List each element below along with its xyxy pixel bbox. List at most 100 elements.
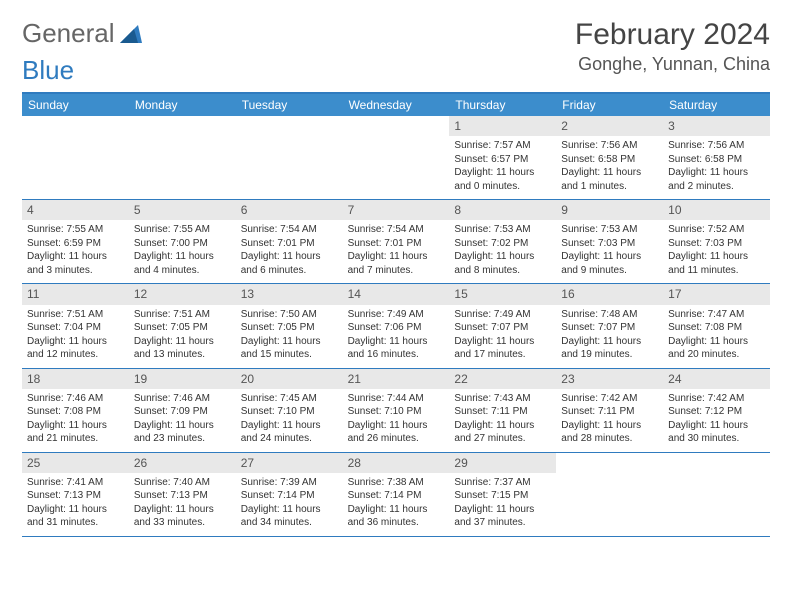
sunrise-line: Sunrise: 7:37 AM	[454, 476, 551, 490]
day-number	[663, 453, 770, 457]
daylight-line: Daylight: 11 hours and 28 minutes.	[561, 419, 658, 446]
day-cell: 25Sunrise: 7:41 AMSunset: 7:13 PMDayligh…	[22, 453, 129, 536]
week-row: 1Sunrise: 7:57 AMSunset: 6:57 PMDaylight…	[22, 116, 770, 200]
day-cell: 9Sunrise: 7:53 AMSunset: 7:03 PMDaylight…	[556, 200, 663, 283]
day-cell: 29 Sunrise: 7:37 AMSunset: 7:15 PMDayligh…	[449, 453, 556, 536]
sunset-line: Sunset: 7:01 PM	[348, 237, 445, 251]
sunrise-line: Sunrise: 7:54 AM	[241, 223, 338, 237]
day-number: 14	[343, 284, 450, 304]
calendar: SundayMondayTuesdayWednesdayThursdayFrid…	[22, 92, 770, 537]
daylight-line: Daylight: 11 hours and 36 minutes.	[348, 503, 445, 530]
sunset-line: Sunset: 6:58 PM	[668, 153, 765, 167]
day-cell: 2Sunrise: 7:56 AMSunset: 6:58 PMDaylight…	[556, 116, 663, 199]
sunset-line: Sunset: 7:03 PM	[561, 237, 658, 251]
sunset-line: Sunset: 7:08 PM	[27, 405, 124, 419]
day-number	[343, 116, 450, 120]
day-cell: 13Sunrise: 7:50 AMSunset: 7:05 PMDayligh…	[236, 284, 343, 367]
sunset-line: Sunset: 7:11 PM	[454, 405, 551, 419]
sunset-line: Sunset: 6:58 PM	[561, 153, 658, 167]
logo: General	[22, 18, 145, 49]
day-number: 26	[129, 453, 236, 473]
daylight-line: Daylight: 11 hours and 15 minutes.	[241, 335, 338, 362]
sunset-line: Sunset: 7:05 PM	[134, 321, 231, 335]
day-number: 7	[343, 200, 450, 220]
sunrise-line: Sunrise: 7:38 AM	[348, 476, 445, 490]
day-cell: 8Sunrise: 7:53 AMSunset: 7:02 PMDaylight…	[449, 200, 556, 283]
day-cell: 18Sunrise: 7:46 AMSunset: 7:08 PMDayligh…	[22, 369, 129, 452]
day-number	[556, 453, 663, 457]
sunset-line: Sunset: 6:59 PM	[27, 237, 124, 251]
day-cell: 4Sunrise: 7:55 AMSunset: 6:59 PMDaylight…	[22, 200, 129, 283]
daylight-line: Daylight: 11 hours and 21 minutes.	[27, 419, 124, 446]
sunset-line: Sunset: 7:12 PM	[668, 405, 765, 419]
sunset-line: Sunset: 7:09 PM	[134, 405, 231, 419]
day-number: 18	[22, 369, 129, 389]
day-number: 25	[22, 453, 129, 473]
daylight-line: Daylight: 11 hours and 17 minutes.	[454, 335, 551, 362]
day-number: 8	[449, 200, 556, 220]
day-cell: 28Sunrise: 7:38 AMSunset: 7:14 PMDayligh…	[343, 453, 450, 536]
day-cell: 20Sunrise: 7:45 AMSunset: 7:10 PMDayligh…	[236, 369, 343, 452]
daylight-line: Daylight: 11 hours and 23 minutes.	[134, 419, 231, 446]
daylight-line: Daylight: 11 hours and 27 minutes.	[454, 419, 551, 446]
daylight-line: Daylight: 11 hours and 24 minutes.	[241, 419, 338, 446]
day-cell: 14Sunrise: 7:49 AMSunset: 7:06 PMDayligh…	[343, 284, 450, 367]
month-title: February 2024	[575, 18, 770, 52]
day-number: 27	[236, 453, 343, 473]
sunset-line: Sunset: 7:15 PM	[454, 489, 551, 503]
day-cell	[22, 116, 129, 199]
day-number: 21	[343, 369, 450, 389]
sunrise-line: Sunrise: 7:55 AM	[134, 223, 231, 237]
daylight-line: Daylight: 11 hours and 26 minutes.	[348, 419, 445, 446]
dow-cell: Monday	[129, 94, 236, 116]
day-cell: 7Sunrise: 7:54 AMSunset: 7:01 PMDaylight…	[343, 200, 450, 283]
daylight-line: Daylight: 11 hours and 0 minutes.	[454, 166, 551, 193]
day-number: 5	[129, 200, 236, 220]
day-cell	[129, 116, 236, 199]
sunrise-line: Sunrise: 7:42 AM	[561, 392, 658, 406]
daylight-line: Daylight: 11 hours and 30 minutes.	[668, 419, 765, 446]
sunrise-line: Sunrise: 7:49 AM	[454, 308, 551, 322]
daylight-line: Daylight: 11 hours and 33 minutes.	[134, 503, 231, 530]
dow-cell: Sunday	[22, 94, 129, 116]
daylight-line: Daylight: 11 hours and 34 minutes.	[241, 503, 338, 530]
daylight-line: Daylight: 11 hours and 6 minutes.	[241, 250, 338, 277]
daylight-line: Daylight: 11 hours and 7 minutes.	[348, 250, 445, 277]
day-number: 15	[449, 284, 556, 304]
day-cell: 21Sunrise: 7:44 AMSunset: 7:10 PMDayligh…	[343, 369, 450, 452]
days-of-week-header: SundayMondayTuesdayWednesdayThursdayFrid…	[22, 94, 770, 116]
sunrise-line: Sunrise: 7:44 AM	[348, 392, 445, 406]
logo-text-general: General	[22, 18, 115, 49]
sunrise-line: Sunrise: 7:40 AM	[134, 476, 231, 490]
day-number: 12	[129, 284, 236, 304]
sunrise-line: Sunrise: 7:47 AM	[668, 308, 765, 322]
sunset-line: Sunset: 6:57 PM	[454, 153, 551, 167]
daylight-line: Daylight: 11 hours and 37 minutes.	[454, 503, 551, 530]
day-number: 29	[449, 453, 556, 473]
daylight-line: Daylight: 11 hours and 1 minutes.	[561, 166, 658, 193]
sunset-line: Sunset: 7:13 PM	[27, 489, 124, 503]
day-number: 16	[556, 284, 663, 304]
day-cell: 5Sunrise: 7:55 AMSunset: 7:00 PMDaylight…	[129, 200, 236, 283]
sunset-line: Sunset: 7:00 PM	[134, 237, 231, 251]
day-number: 17	[663, 284, 770, 304]
day-number: 2	[556, 116, 663, 136]
day-number	[129, 116, 236, 120]
sunset-line: Sunset: 7:10 PM	[241, 405, 338, 419]
dow-cell: Thursday	[449, 94, 556, 116]
sunrise-line: Sunrise: 7:51 AM	[134, 308, 231, 322]
daylight-line: Daylight: 11 hours and 19 minutes.	[561, 335, 658, 362]
sunrise-line: Sunrise: 7:51 AM	[27, 308, 124, 322]
daylight-line: Daylight: 11 hours and 9 minutes.	[561, 250, 658, 277]
sunset-line: Sunset: 7:11 PM	[561, 405, 658, 419]
sunrise-line: Sunrise: 7:45 AM	[241, 392, 338, 406]
dow-cell: Wednesday	[343, 94, 450, 116]
day-cell: 10Sunrise: 7:52 AMSunset: 7:03 PMDayligh…	[663, 200, 770, 283]
logo-triangle-icon	[120, 25, 142, 43]
sunset-line: Sunset: 7:13 PM	[134, 489, 231, 503]
daylight-line: Daylight: 11 hours and 12 minutes.	[27, 335, 124, 362]
sunrise-line: Sunrise: 7:41 AM	[27, 476, 124, 490]
day-cell: 17Sunrise: 7:47 AMSunset: 7:08 PMDayligh…	[663, 284, 770, 367]
day-number: 3	[663, 116, 770, 136]
sunset-line: Sunset: 7:14 PM	[348, 489, 445, 503]
